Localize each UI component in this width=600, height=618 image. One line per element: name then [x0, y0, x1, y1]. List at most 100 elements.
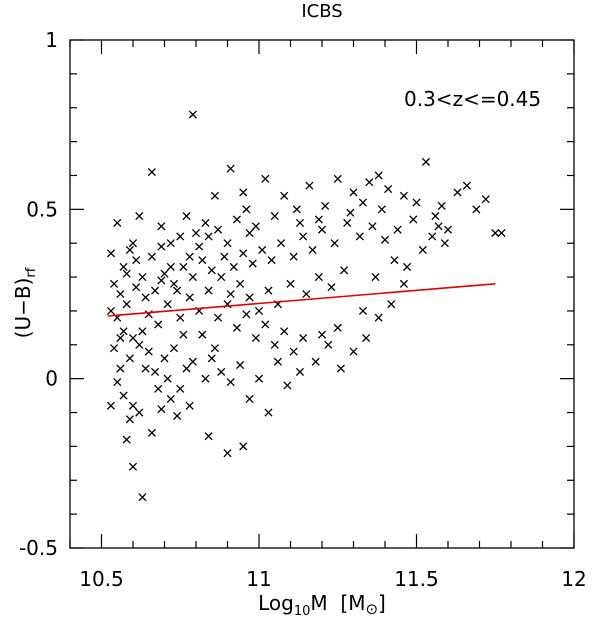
data-point	[462, 181, 471, 190]
data-point	[421, 157, 431, 166]
data-point	[358, 198, 368, 207]
data-point	[138, 327, 147, 336]
data-point	[157, 222, 166, 231]
data-point	[116, 333, 125, 343]
data-point	[355, 232, 364, 241]
data-point	[106, 306, 116, 315]
data-point	[349, 347, 358, 356]
plot-frame	[69, 39, 575, 549]
data-point	[173, 411, 182, 420]
data-point	[428, 232, 437, 241]
data-point	[185, 401, 194, 410]
data-point	[213, 225, 223, 234]
fit-line	[107, 283, 496, 317]
data-point	[201, 218, 210, 227]
data-point	[324, 340, 333, 349]
data-point	[201, 374, 210, 383]
data-point	[135, 408, 144, 417]
data-point	[384, 184, 393, 194]
data-point	[314, 215, 323, 224]
data-point	[204, 286, 213, 295]
data-point	[453, 188, 462, 197]
data-point	[141, 293, 150, 302]
data-point	[176, 384, 185, 393]
data-point	[402, 262, 412, 271]
data-point	[236, 361, 245, 370]
data-point	[173, 286, 182, 295]
data-point	[333, 323, 342, 332]
data-point	[232, 323, 242, 332]
data-point	[169, 279, 179, 288]
data-point	[232, 215, 242, 224]
data-point	[122, 300, 131, 309]
data-point	[179, 330, 188, 339]
data-point	[299, 333, 308, 343]
data-point	[210, 191, 219, 200]
data-point	[248, 259, 257, 268]
data-point	[204, 432, 213, 441]
data-point	[157, 276, 166, 285]
data-point	[283, 381, 292, 390]
data-point	[440, 239, 449, 248]
data-point	[251, 222, 260, 231]
data-point	[321, 201, 330, 211]
data-point	[119, 262, 128, 271]
data-point	[399, 279, 408, 288]
redshift-annotation: 0.3<z<=0.45	[404, 87, 541, 111]
data-point	[132, 256, 141, 265]
data-point	[245, 293, 254, 302]
data-point	[191, 228, 201, 238]
data-point	[223, 239, 232, 248]
y-tick-label: -0.5	[19, 536, 58, 560]
data-point	[125, 245, 134, 255]
data-point	[113, 218, 122, 227]
data-point	[346, 208, 355, 217]
data-point	[157, 242, 166, 251]
data-point	[267, 256, 276, 265]
data-point	[176, 313, 185, 322]
data-point	[437, 201, 446, 211]
data-point	[135, 340, 144, 349]
data-point	[339, 266, 349, 275]
data-point	[270, 340, 279, 349]
data-point	[261, 174, 270, 183]
data-point	[185, 293, 194, 302]
y-axis-label: (U−B)rf	[11, 267, 39, 338]
data-point	[119, 391, 128, 400]
data-point	[299, 232, 308, 241]
data-point	[122, 269, 131, 278]
data-point	[393, 225, 402, 234]
axis-ticks	[69, 39, 575, 549]
data-point	[207, 354, 216, 363]
data-point	[217, 273, 226, 282]
data-point	[317, 225, 327, 234]
data-point	[371, 273, 380, 282]
data-point	[317, 330, 327, 339]
data-point	[182, 364, 191, 373]
data-point	[292, 205, 301, 214]
data-point	[239, 249, 248, 258]
data-point	[418, 245, 427, 255]
data-point	[295, 218, 305, 227]
data-point	[223, 449, 232, 458]
data-point	[163, 300, 172, 309]
data-point	[204, 232, 213, 241]
data-point	[472, 205, 481, 214]
data-point	[491, 228, 500, 238]
data-point	[135, 212, 144, 221]
data-point	[280, 191, 289, 200]
data-point	[236, 279, 245, 288]
data-point	[188, 273, 197, 282]
data-point	[343, 218, 352, 227]
data-point	[157, 405, 166, 414]
data-point	[314, 273, 323, 282]
data-point	[239, 442, 248, 451]
data-point	[166, 394, 175, 404]
data-point	[166, 262, 175, 271]
data-point	[358, 306, 368, 315]
data-point	[330, 239, 339, 248]
data-point	[147, 168, 156, 177]
data-point	[333, 174, 342, 183]
data-point	[264, 286, 273, 295]
data-point	[119, 327, 128, 336]
